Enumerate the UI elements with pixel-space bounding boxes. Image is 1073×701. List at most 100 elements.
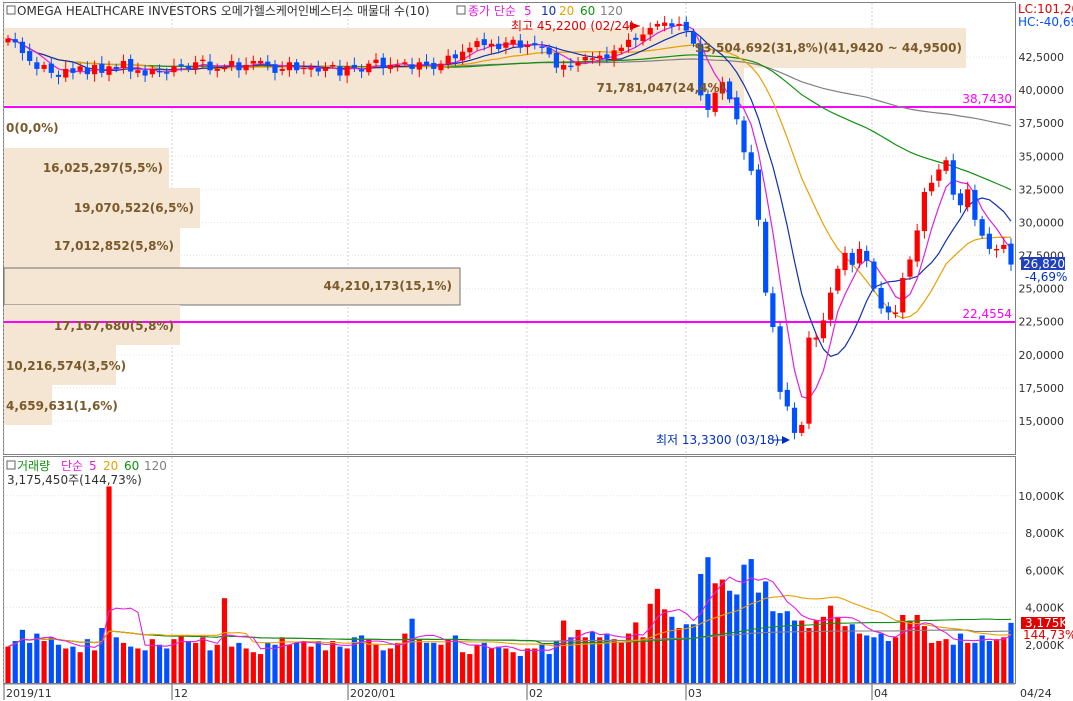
candle-body <box>438 63 444 71</box>
volume-info: 3,175,450주(144,73%) <box>7 473 142 487</box>
volume-bar <box>416 639 422 683</box>
volume-bar <box>741 564 747 683</box>
volume-bar <box>164 648 170 683</box>
volume-ma-120: 120 <box>144 459 167 473</box>
volume-bar <box>849 624 855 683</box>
header-checkbox[interactable] <box>6 5 16 15</box>
volume-bar <box>106 486 112 683</box>
volume-bar <box>986 641 992 683</box>
volume-bar <box>135 648 141 683</box>
current-price: 26,8200 <box>1023 257 1073 271</box>
volume-bar <box>236 642 242 683</box>
candle-body <box>856 248 863 264</box>
volume-bar <box>27 642 33 683</box>
volume-bar <box>900 614 906 683</box>
volume-bar <box>546 654 552 683</box>
volume-bar <box>229 646 235 683</box>
candle-body <box>849 252 855 265</box>
candle-body <box>171 66 177 73</box>
candle-body <box>611 50 617 61</box>
candle-body <box>113 66 119 69</box>
volume-bar <box>178 635 184 683</box>
volume-bar <box>41 641 47 683</box>
volume-bar <box>777 613 783 683</box>
current-volume-ratio: 144,73% <box>1023 628 1073 642</box>
volume-bar <box>279 637 285 683</box>
candle-body <box>748 152 754 171</box>
candle-body <box>510 39 516 45</box>
volume-bar <box>387 648 394 683</box>
volume-ma-5: 5 <box>89 459 97 473</box>
volume-bar <box>120 642 127 683</box>
candle-body <box>575 62 581 66</box>
profile-label: 0(0,0%) <box>6 121 59 135</box>
candle-body <box>200 59 206 62</box>
volume-bar <box>1008 622 1014 683</box>
volume-bar <box>366 639 372 683</box>
candle-body <box>1001 244 1007 249</box>
candle-body <box>546 47 552 55</box>
volume-bar <box>885 641 891 683</box>
volume-grid <box>3 457 1015 683</box>
candle-body <box>936 169 942 181</box>
candle-body <box>770 293 776 328</box>
candle-body <box>409 64 415 69</box>
current-volume-box <box>1021 617 1065 629</box>
volume-bar <box>128 646 134 683</box>
volume-bar <box>380 650 386 683</box>
volume-bar <box>791 620 798 683</box>
candle-body <box>294 62 300 71</box>
candle-body <box>373 59 379 63</box>
x-tick-label: 02 <box>529 687 543 700</box>
volume-checkbox[interactable] <box>6 460 16 470</box>
volume-bar <box>589 631 596 683</box>
ma-checkbox[interactable] <box>456 5 466 15</box>
volume-bar <box>265 642 271 683</box>
candle-body <box>799 424 805 433</box>
profile-label: 16,025,297(5,5%) <box>43 161 163 175</box>
volume-bar <box>755 592 762 683</box>
candle-body <box>63 68 69 78</box>
volume-bar <box>683 624 689 683</box>
volume-bar <box>286 644 293 683</box>
volume-bar <box>532 648 538 683</box>
candle-body <box>791 407 798 433</box>
lc-value: LC:101,20 <box>1018 2 1073 16</box>
candle-body <box>929 182 935 192</box>
price-tick-label: 35,0000 <box>1019 150 1065 163</box>
volume-bar <box>856 633 863 683</box>
candle-body <box>957 193 964 206</box>
candle-body <box>358 69 365 72</box>
candle-body <box>755 169 762 220</box>
candle-body <box>568 65 574 68</box>
candle-body <box>387 64 394 69</box>
volume-bar <box>957 633 964 683</box>
volume-bar <box>539 644 545 683</box>
candle-body <box>842 252 848 271</box>
candle-body <box>907 259 913 277</box>
price-tick-label: 25,0000 <box>1019 283 1065 296</box>
candle-body <box>257 60 264 63</box>
candle-body <box>55 74 62 77</box>
price-tick-label: 37,5000 <box>1019 117 1065 130</box>
candle-body <box>698 43 704 96</box>
volume-bar <box>510 652 516 683</box>
price-tick-label: 17,5000 <box>1019 382 1065 395</box>
volume-bar <box>467 654 473 683</box>
volume-bar <box>748 559 754 683</box>
candle-body <box>553 53 560 68</box>
ma-period-120: 120 <box>600 4 623 18</box>
candle-body <box>243 64 249 71</box>
candle-body <box>900 278 906 313</box>
candle-body <box>91 64 98 75</box>
candle-body <box>914 230 920 262</box>
volume-tick-label: 10,000K <box>1018 490 1064 503</box>
candle-body <box>452 54 458 59</box>
volume-bar <box>820 616 826 683</box>
volume-bar <box>582 637 588 683</box>
candle-body <box>99 63 105 73</box>
candle-body <box>496 43 502 50</box>
price-tick-label: 20,0000 <box>1019 349 1065 362</box>
candle-body <box>864 250 870 261</box>
volume-bar <box>921 626 928 683</box>
